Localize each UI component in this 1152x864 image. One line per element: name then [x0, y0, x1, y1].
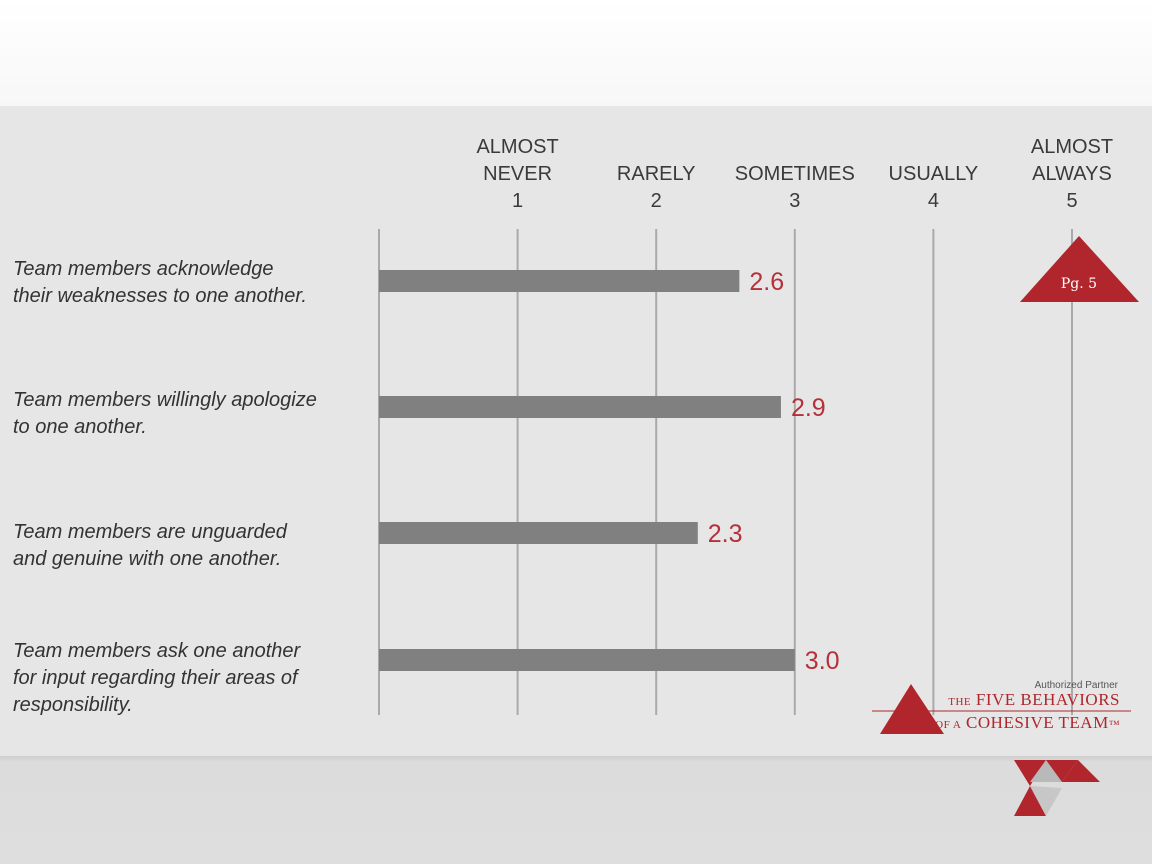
scale-label: ALMOST NEVER 1: [443, 134, 593, 215]
question-label-line: and genuine with one another.: [13, 548, 282, 570]
question-label-line: their weaknesses to one another.: [13, 285, 307, 307]
scale-label: USUALLY 4: [858, 161, 1008, 215]
brand-line-1: THE FIVE BEHAVIORS: [920, 690, 1120, 710]
value-label: 2.3: [708, 520, 743, 548]
question-label-line: Team members willingly apologize: [13, 389, 317, 411]
scale-label-line: ALWAYS: [1032, 163, 1112, 185]
value-label: 2.6: [749, 268, 784, 296]
bar: [379, 270, 740, 292]
header-band: [0, 0, 1152, 106]
authorized-partner-label: Authorized Partner: [1034, 680, 1118, 691]
brand-mark-icon: [1014, 760, 1100, 816]
value-label: 2.9: [791, 394, 826, 422]
scale-label: SOMETIMES 3: [720, 161, 870, 215]
scale-label-line: ALMOST: [1030, 136, 1114, 158]
bar: [379, 522, 698, 544]
question-label: Team members are unguarded and genuine wi…: [13, 519, 363, 573]
bar: [379, 396, 781, 418]
scale-label-line: 3: [789, 190, 801, 212]
scale-label-line: ALMOST: [476, 136, 559, 158]
scale-label-line: USUALLY: [888, 163, 979, 185]
bar: [379, 649, 795, 671]
scale-label-line: 1: [512, 190, 524, 212]
question-label-line: responsibility.: [13, 694, 133, 716]
brand-prefix-1: THE: [948, 696, 972, 708]
brand-line-2: OF A COHESIVE TEAM™: [920, 713, 1120, 733]
scale-label-line: 5: [1066, 190, 1078, 212]
scale-label-line: 2: [650, 190, 662, 212]
question-label-line: to one another.: [13, 416, 147, 438]
brand-prefix-2: OF A: [935, 719, 962, 731]
question-label-line: Team members acknowledge: [13, 258, 274, 280]
scale-label-line: RARELY: [616, 163, 696, 185]
brand-main-2: COHESIVE TEAM: [966, 713, 1109, 732]
brand-main-1: FIVE BEHAVIORS: [975, 690, 1120, 709]
page-number-label: Pg. 5: [1060, 276, 1098, 292]
value-label: 3.0: [805, 647, 840, 675]
logo-triangle-icon: [880, 684, 944, 734]
scale-label: ALMOST ALWAYS 5: [997, 134, 1147, 215]
scale-label-line: SOMETIMES: [734, 163, 855, 185]
question-label: Team members acknowledge their weaknesses…: [13, 256, 363, 310]
question-label-line: for input regarding their areas of: [13, 667, 298, 689]
footer-band: [0, 756, 1152, 864]
scale-label-line: 4: [927, 190, 939, 212]
chart-panel: [0, 106, 1152, 756]
trademark-mark: ™: [1108, 719, 1120, 731]
scale-label-line: NEVER: [483, 163, 553, 185]
page-marker-triangle: [1020, 236, 1139, 302]
scale-label: RARELY 2: [581, 161, 731, 215]
question-label: Team members ask one another for input re…: [13, 638, 363, 719]
question-label-line: Team members ask one another: [13, 640, 301, 662]
question-label: Team members willingly apologize to one a…: [13, 387, 363, 441]
question-label-line: Team members are unguarded: [13, 521, 287, 543]
